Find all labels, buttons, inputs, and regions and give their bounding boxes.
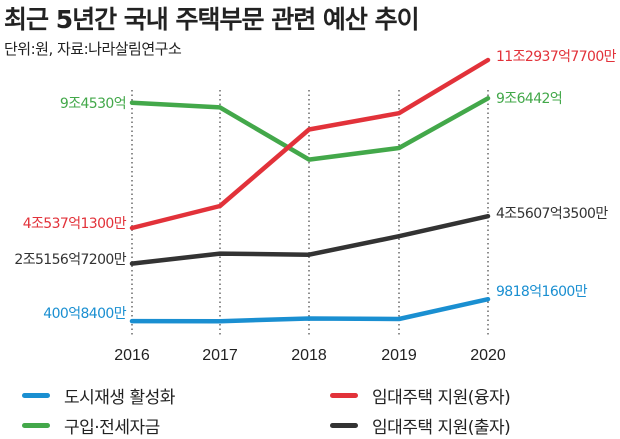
start-value-label: 2조5156억7200만 <box>14 252 126 268</box>
legend-label: 도시재생 활성화 <box>64 387 175 408</box>
x-tick-label: 2018 <box>291 347 327 364</box>
start-value-label: 4조537억1300만 <box>23 216 127 232</box>
legend-label: 임대주택 지원(융자) <box>372 387 511 408</box>
x-tick-label: 2016 <box>114 347 150 364</box>
chart-data-labels: 400억8400만 9818억1600만 9조4530억 9조6442억 4조537억1… <box>14 49 617 322</box>
x-tick-label: 2017 <box>202 347 238 364</box>
start-value-label: 400억8400만 <box>43 306 126 322</box>
x-tick-label: 2019 <box>381 347 417 364</box>
legend-item: 임대주택 지원(융자) <box>330 382 511 408</box>
legend-item: 도시재생 활성화 <box>22 382 175 408</box>
chart-title: 최근 5년간 국내 주택부문 관련 예산 추이 <box>4 5 420 34</box>
chart-subtitle: 단위:원, 자료:나라살림연구소 <box>4 40 182 58</box>
series-line-0 <box>129 296 491 324</box>
start-value-label: 9조4530억 <box>60 96 126 112</box>
end-value-label: 9조6442억 <box>496 91 562 107</box>
line-chart: 400억8400만 9818억1600만 9조4530억 9조6442억 4조537억1… <box>14 49 617 364</box>
legend-swatch <box>330 392 358 398</box>
end-value-label: 9818억1600만 <box>496 284 588 300</box>
end-value-label: 11조2937억7700만 <box>496 49 617 65</box>
legend-label: 구입·전세자금 <box>64 417 160 438</box>
legend-item: 구입·전세자금 <box>22 412 160 438</box>
legend-item: 임대주택 지원(출자) <box>330 412 511 438</box>
series-line-2 <box>129 57 491 231</box>
legend-label: 임대주택 지원(출자) <box>372 417 511 438</box>
chart-series <box>129 57 491 324</box>
x-tick-label: 2020 <box>470 347 506 364</box>
legend-swatch <box>330 422 358 428</box>
series-line-3 <box>129 213 491 266</box>
end-value-label: 4조5607억3500만 <box>496 206 608 222</box>
chart-legend: 도시재생 활성화 임대주택 지원(융자) 구입·전세자금 임대주택 지원(출자) <box>0 378 620 438</box>
legend-swatch <box>22 392 50 398</box>
legend-swatch <box>22 422 50 428</box>
x-axis: 2016 2017 2018 2019 2020 <box>114 347 506 364</box>
